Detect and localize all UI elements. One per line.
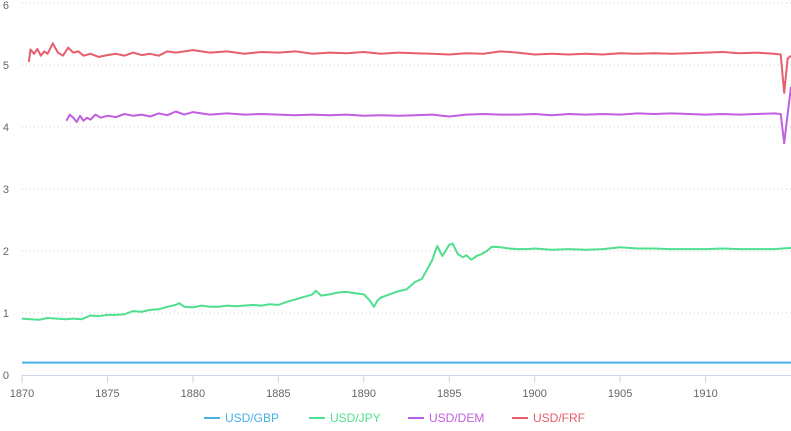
x-tick-label: 1905: [608, 388, 632, 400]
y-tick-label: 1: [3, 308, 9, 320]
series-line-usd-frf[interactable]: [27, 42, 791, 94]
legend-item-usd-dem[interactable]: USD/DEM: [408, 411, 484, 425]
legend-label: USD/GBP: [225, 411, 279, 425]
y-tick-label: 3: [3, 184, 9, 196]
legend[interactable]: USD/GBP USD/JPY USD/DEM USD/FRF: [204, 411, 585, 425]
legend-item-usd-jpy[interactable]: USD/JPY: [309, 411, 381, 425]
y-tick-label: 5: [3, 60, 9, 72]
x-tick-label: 1900: [522, 388, 546, 400]
x-tick-label: 1880: [181, 388, 205, 400]
x-tick-label: 1885: [266, 388, 290, 400]
y-tick-label: 6: [3, 0, 9, 12]
legend-label: USD/DEM: [429, 411, 484, 425]
y-tick-label: 4: [3, 122, 9, 134]
legend-item-usd-frf[interactable]: USD/FRF: [512, 411, 585, 425]
series-line-usd-dem[interactable]: [65, 86, 791, 145]
legend-label: USD/JPY: [330, 411, 381, 425]
x-tick-label: 1910: [693, 388, 717, 400]
y-tick-label: 2: [3, 246, 9, 258]
x-tick-label: 1895: [437, 388, 461, 400]
x-tick-label: 1890: [352, 388, 376, 400]
grid-lines: [22, 2, 791, 314]
y-axis: 0 1 2 3 4 5 6: [3, 0, 9, 382]
series-line-usd-jpy[interactable]: [21, 242, 791, 321]
y-tick-label: 0: [3, 370, 9, 382]
x-tick-label: 1870: [10, 388, 34, 400]
x-axis: 1870 1875 1880 1885 1890 1895 1900 1905 1910: [10, 375, 791, 400]
series-lines: [21, 42, 791, 364]
legend-item-usd-gbp[interactable]: USD/GBP: [204, 411, 279, 425]
x-tick-label: 1875: [95, 388, 119, 400]
legend-label: USD/FRF: [533, 411, 585, 425]
